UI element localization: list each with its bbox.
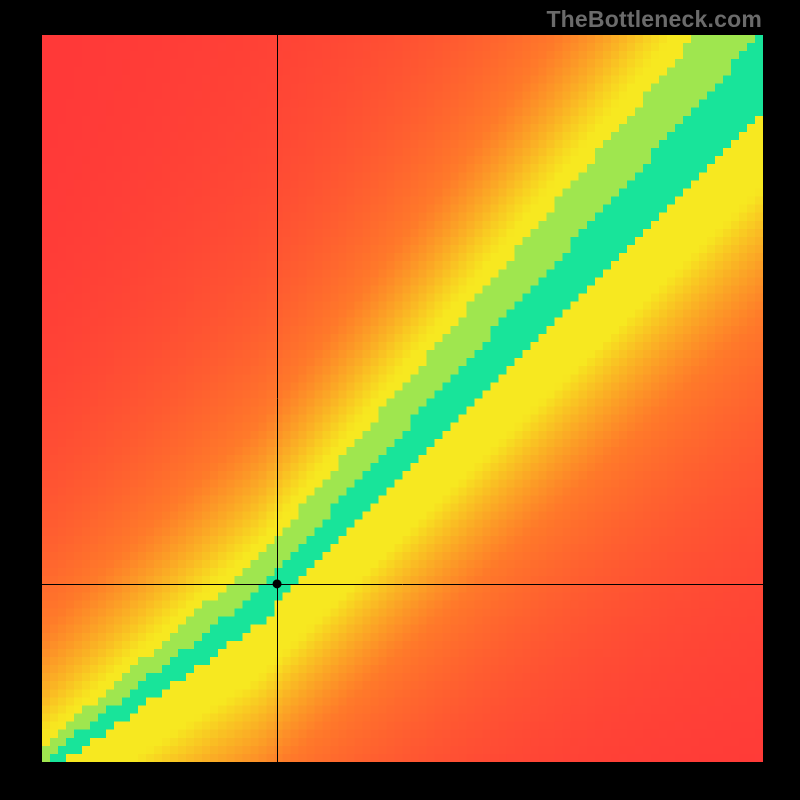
crosshair-overlay <box>42 35 763 762</box>
watermark-text: TheBottleneck.com <box>546 6 762 33</box>
